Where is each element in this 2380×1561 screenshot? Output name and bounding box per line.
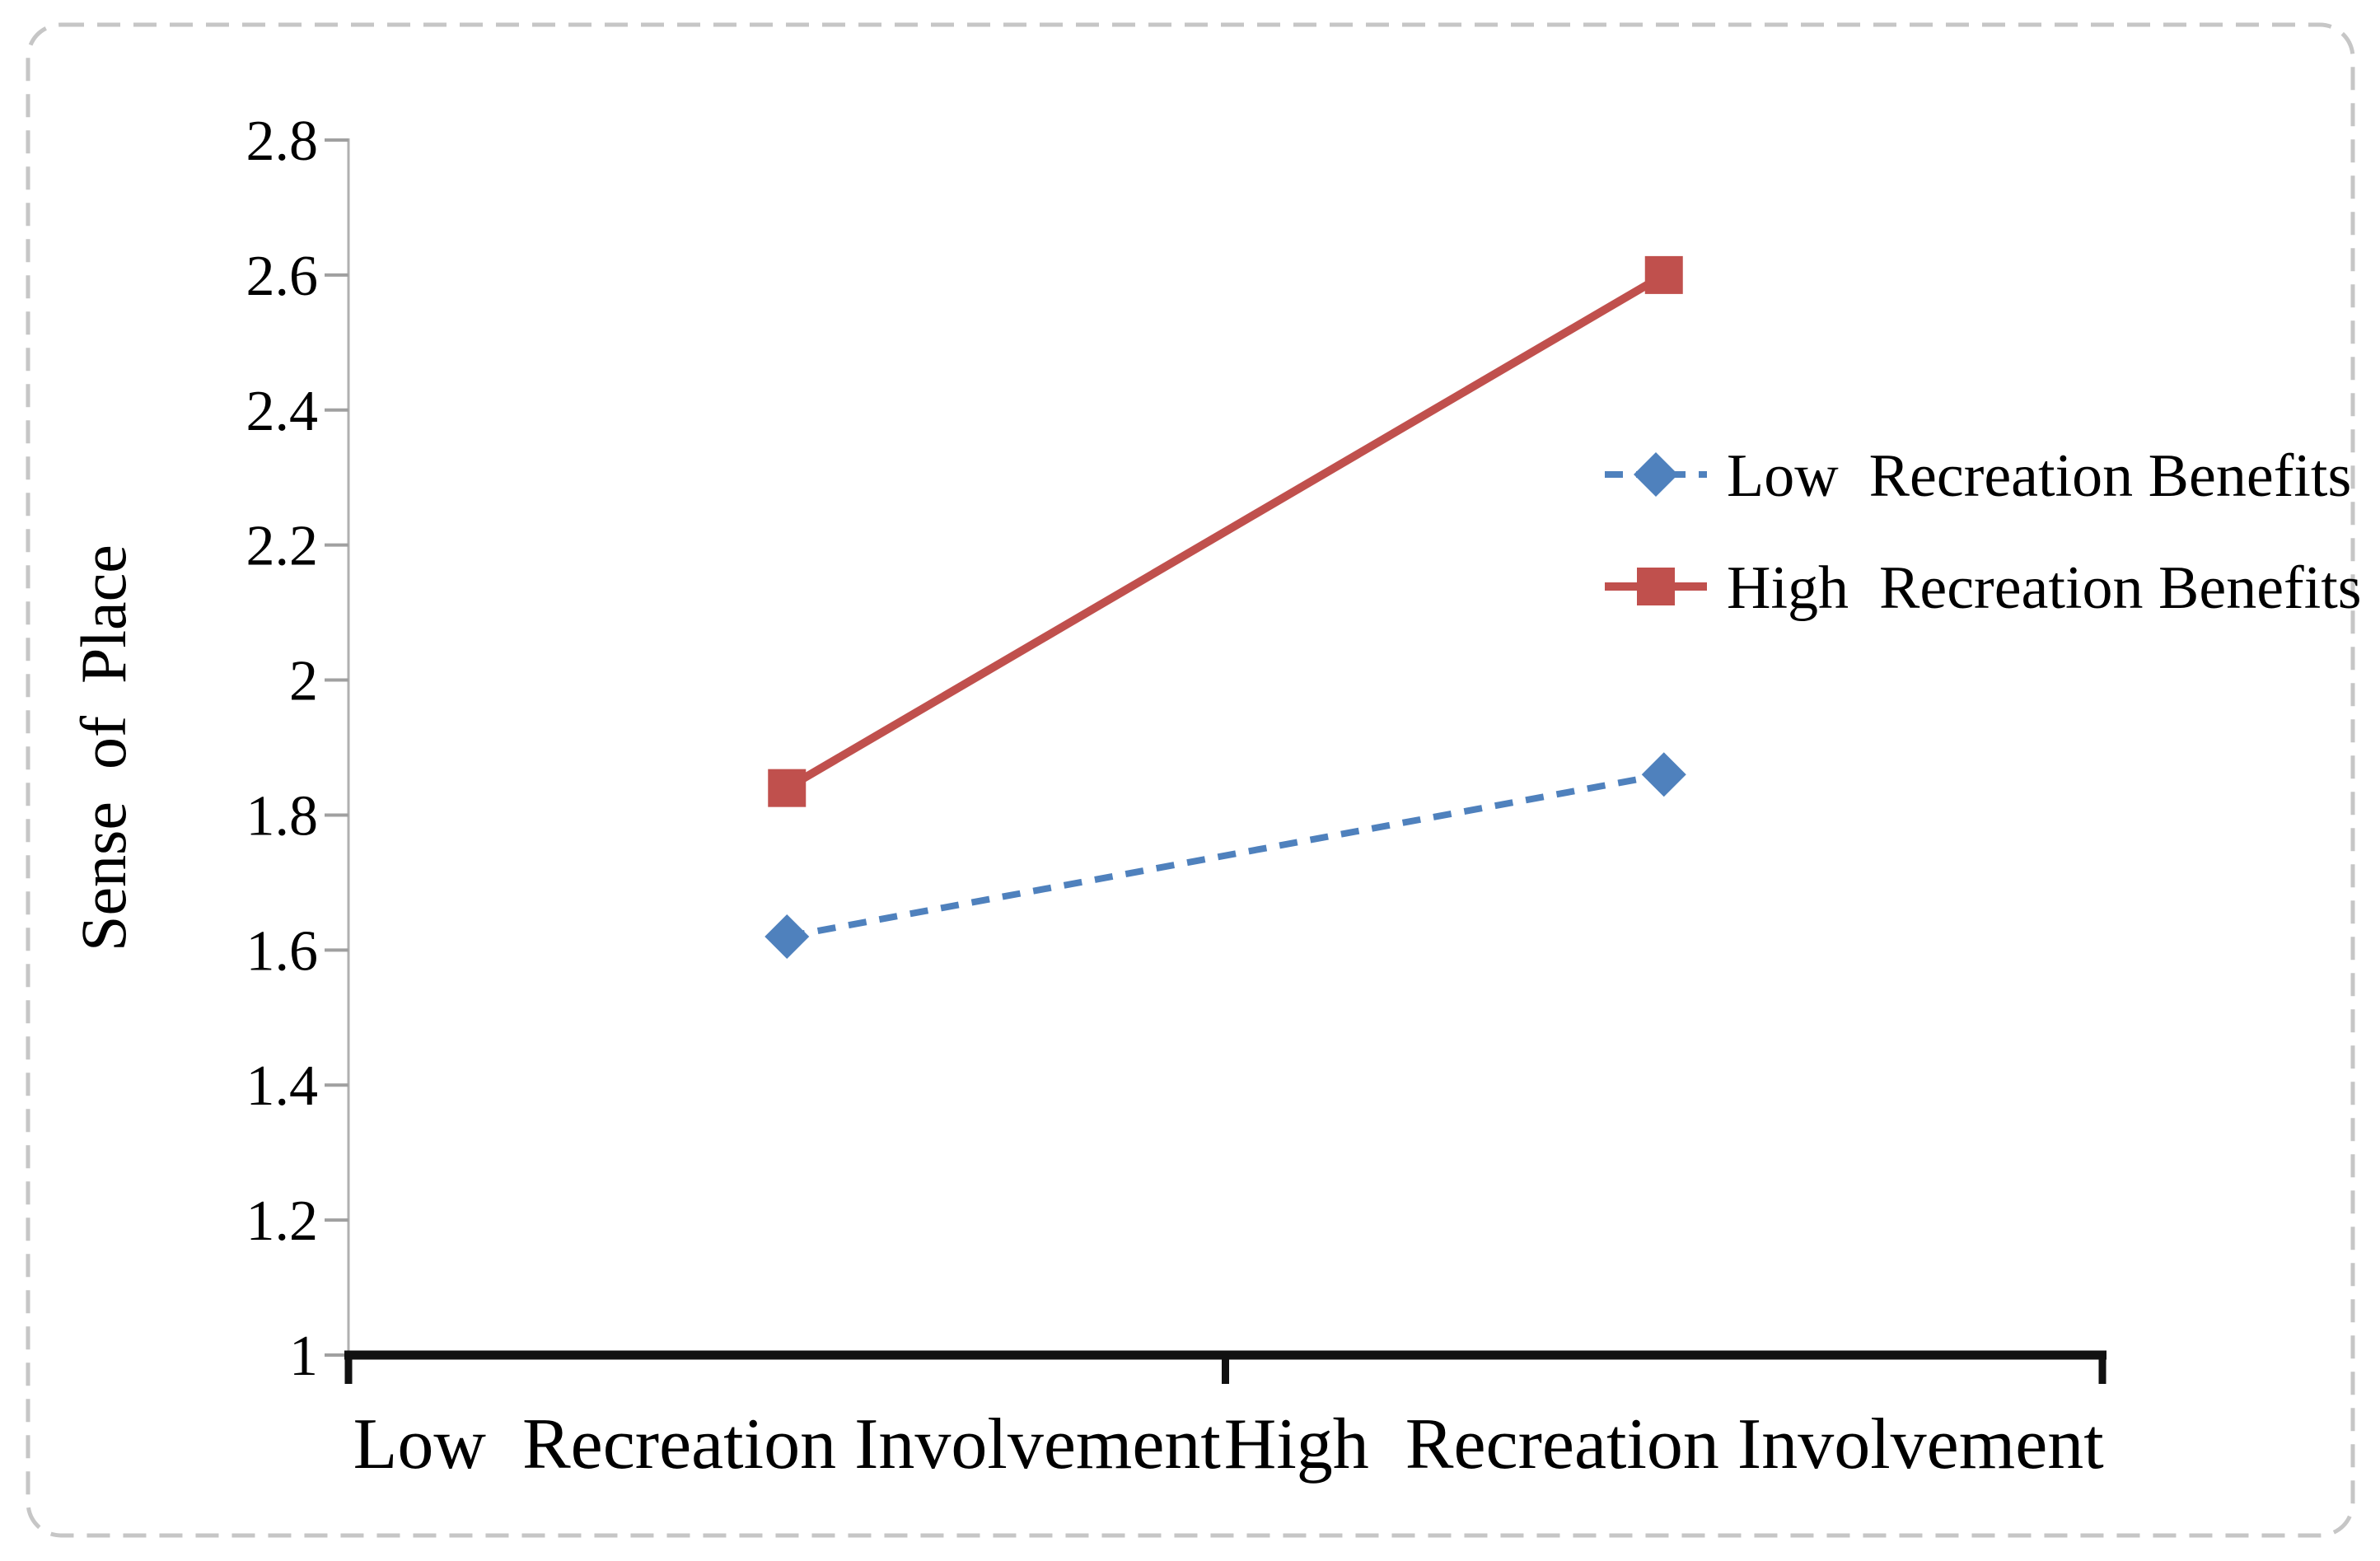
series-marker-square — [768, 769, 807, 807]
series-line-low-recreation-benefits — [786, 771, 1665, 940]
figure-dashed-border — [26, 22, 2355, 1538]
series-marker-diamond — [764, 914, 810, 959]
series-marker-diamond — [1641, 752, 1686, 797]
y-tick-label: 2.4 — [246, 380, 319, 443]
y-tick-label: 2.6 — [246, 245, 319, 308]
y-tick-label: 2.8 — [246, 110, 319, 173]
y-tick-label: 1.4 — [246, 1054, 319, 1118]
y-tick-label: 1.8 — [246, 784, 319, 848]
series-marker-square — [1644, 255, 1683, 294]
y-tick-label: 1.6 — [246, 919, 319, 983]
y-tick-label: 2.2 — [246, 515, 319, 578]
legend-label: High Recreation Benefits — [1727, 554, 2362, 622]
x-category-label: High Recreation Involvement — [1224, 1404, 2104, 1484]
y-tick-label: 1.2 — [246, 1189, 319, 1253]
legend-marker-square — [1637, 568, 1675, 605]
y-tick-label: 1 — [289, 1325, 318, 1388]
y-tick-label: 2 — [289, 650, 318, 713]
legend-marker-diamond — [1634, 452, 1678, 497]
y-axis-title: Sense of Place — [68, 544, 139, 951]
legend-label: Low Recreation Benefits — [1727, 442, 2351, 510]
x-category-label: Low Recreation Involvement — [353, 1404, 1221, 1484]
series-line-high-recreation-benefits — [784, 271, 1667, 792]
